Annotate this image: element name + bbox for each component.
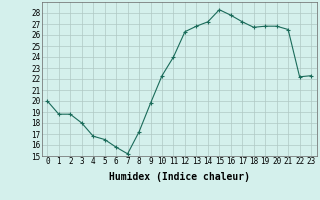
X-axis label: Humidex (Indice chaleur): Humidex (Indice chaleur)	[109, 172, 250, 182]
